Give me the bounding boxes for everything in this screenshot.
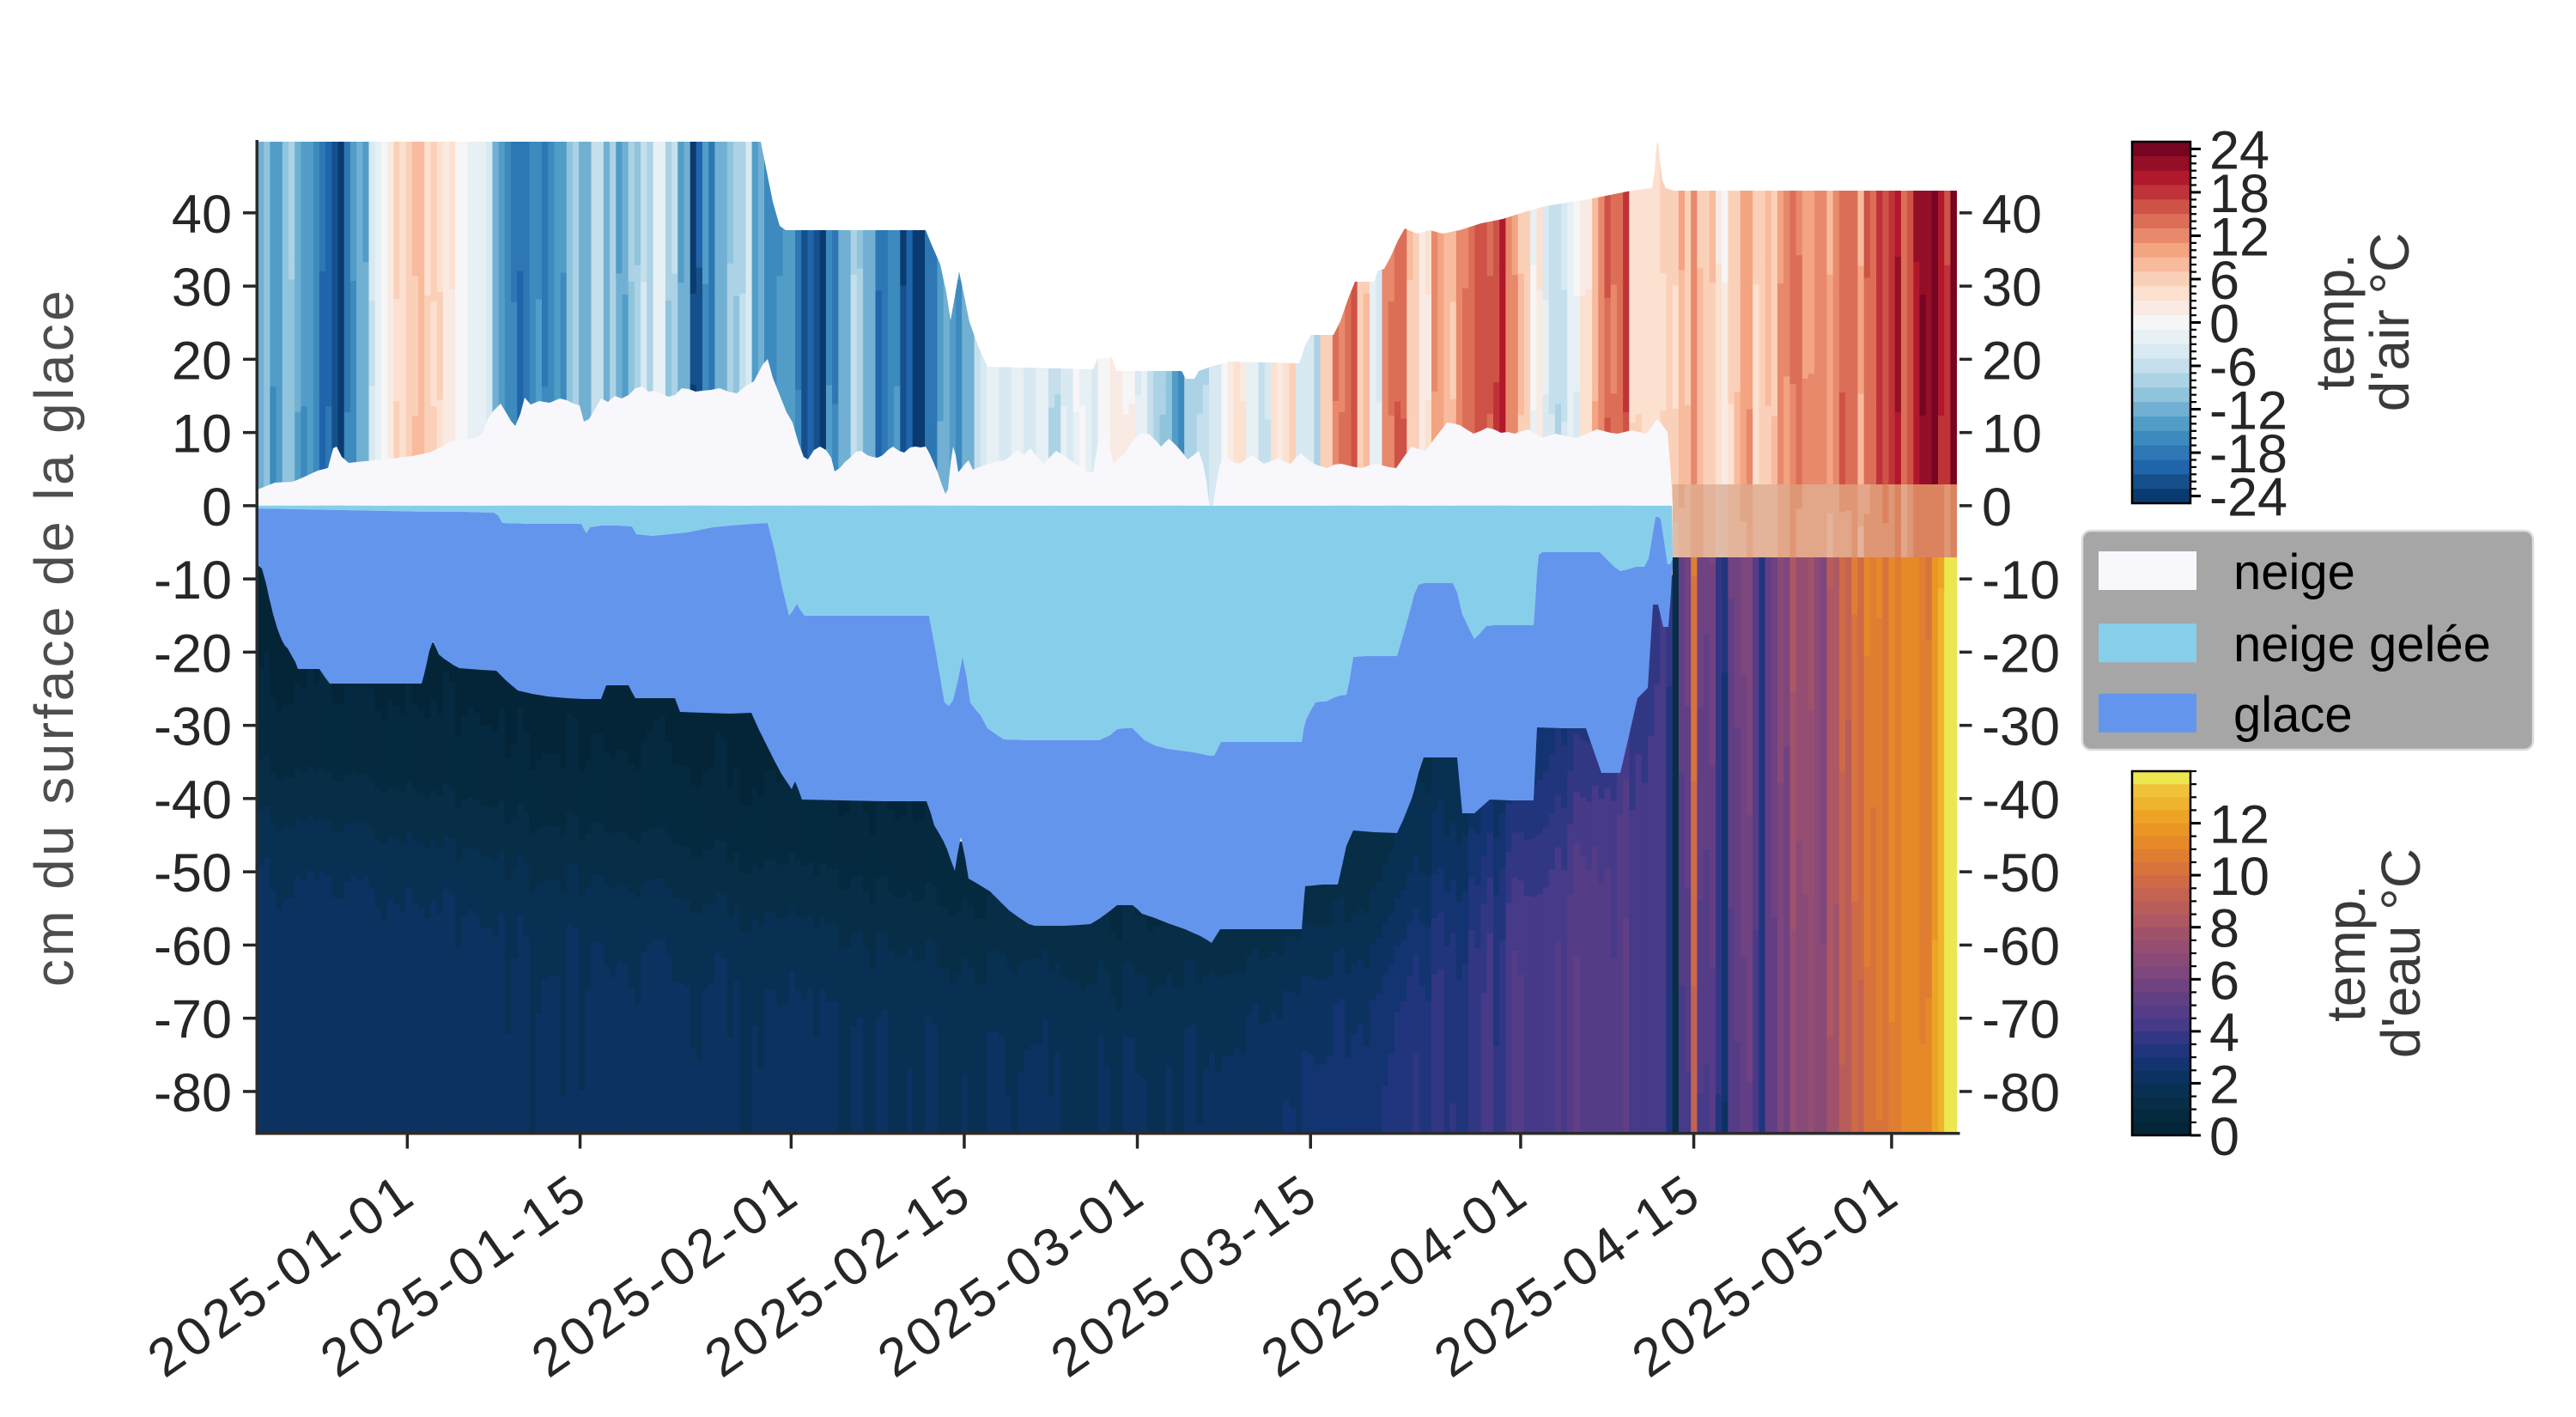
svg-text:-40: -40 [1982, 770, 2060, 830]
svg-text:30: 30 [172, 258, 232, 318]
svg-text:d'eau °C: d'eau °C [2370, 848, 2432, 1058]
svg-text:-10: -10 [154, 550, 232, 611]
svg-text:neige: neige [2233, 544, 2355, 600]
svg-text:4: 4 [2209, 1003, 2239, 1063]
svg-text:-50: -50 [154, 843, 232, 903]
svg-text:-80: -80 [154, 1063, 232, 1123]
svg-text:30: 30 [1982, 258, 2042, 318]
svg-text:10: 10 [1982, 404, 2042, 465]
svg-text:-80: -80 [1982, 1063, 2060, 1123]
svg-text:24: 24 [2209, 120, 2269, 180]
svg-text:12: 12 [2209, 795, 2269, 855]
svg-text:0: 0 [202, 477, 232, 538]
svg-text:-70: -70 [154, 990, 232, 1050]
svg-text:-20: -20 [154, 623, 232, 684]
svg-text:-60: -60 [1982, 916, 2060, 976]
svg-text:-6: -6 [2209, 338, 2257, 398]
svg-text:-20: -20 [1982, 623, 2060, 684]
svg-text:20: 20 [172, 331, 232, 391]
svg-text:12: 12 [2209, 208, 2269, 268]
svg-text:-50: -50 [1982, 843, 2060, 903]
svg-text:-60: -60 [154, 916, 232, 976]
svg-text:40: 40 [1982, 185, 2042, 245]
svg-text:10: 10 [172, 404, 232, 465]
svg-text:18: 18 [2209, 164, 2269, 224]
svg-text:d'air °C: d'air °C [2359, 233, 2421, 412]
svg-text:6: 6 [2209, 951, 2239, 1011]
svg-text:8: 8 [2209, 899, 2239, 959]
svg-text:-24: -24 [2209, 468, 2287, 528]
svg-text:glace: glace [2233, 687, 2353, 743]
svg-text:temp.: temp. [2315, 885, 2377, 1022]
svg-text:-30: -30 [154, 697, 232, 757]
svg-text:neige gelée: neige gelée [2233, 617, 2491, 672]
svg-text:0: 0 [2209, 1107, 2239, 1167]
svg-text:-30: -30 [1982, 697, 2060, 757]
svg-text:0: 0 [1982, 477, 2012, 538]
svg-text:0: 0 [2209, 295, 2239, 355]
svg-text:-18: -18 [2209, 424, 2287, 484]
svg-text:-10: -10 [1982, 550, 2060, 611]
svg-text:20: 20 [1982, 331, 2042, 391]
svg-text:cm du surface de la glace: cm du surface de la glace [23, 288, 85, 987]
svg-text:10: 10 [2209, 847, 2269, 907]
svg-text:-70: -70 [1982, 990, 2060, 1050]
svg-text:-40: -40 [154, 770, 232, 830]
svg-text:-12: -12 [2209, 381, 2287, 441]
svg-text:6: 6 [2209, 251, 2239, 311]
svg-text:40: 40 [172, 185, 232, 245]
svg-text:temp.: temp. [2304, 253, 2366, 391]
svg-text:2: 2 [2209, 1055, 2239, 1115]
